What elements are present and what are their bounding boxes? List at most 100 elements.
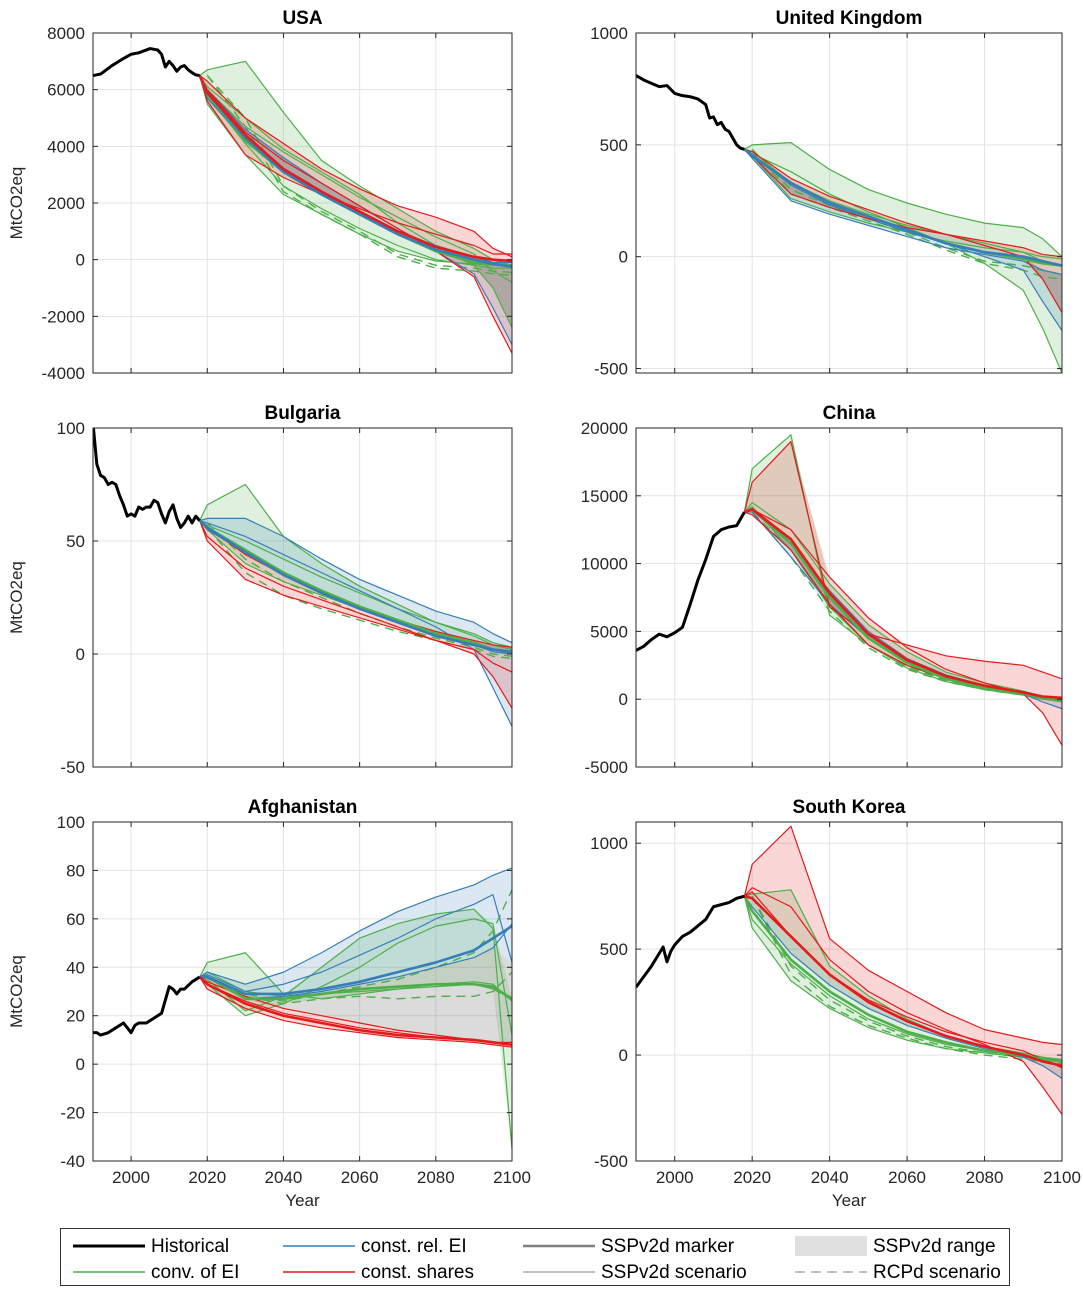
plot-area — [93, 428, 512, 767]
marker-line-const_rel_EI — [743, 148, 1062, 267]
plot-content — [636, 434, 1062, 746]
legend-label: Historical — [151, 1236, 230, 1257]
y-tick-label: 0 — [619, 1046, 628, 1065]
x-tick-label: 2100 — [493, 1168, 531, 1187]
rcp-scenario-line — [751, 895, 1062, 1065]
rcp-scenario-line — [206, 526, 512, 660]
y-tick-label: 60 — [66, 910, 85, 929]
y-tick-label: 500 — [600, 136, 628, 155]
panel-title: United Kingdom — [776, 8, 923, 29]
scenario-line-const_rel_EI — [199, 517, 512, 644]
panel-afghanistan: 100 80 60 40 20 0 -20 -40 2000 2020 2040 2060 2080 21… — [7, 797, 531, 1210]
scenario-line-const_shares — [199, 976, 512, 1048]
panel-china: 20000 15000 10000 5000 0 -5000 China — [581, 403, 1063, 777]
scenario-line-const_rel_EI — [199, 867, 512, 985]
marker-line-const_shares — [198, 976, 512, 1047]
y-tick-label: -2000 — [42, 307, 85, 326]
x-tick-label: 2080 — [417, 1168, 455, 1187]
y-tick-label: 100 — [57, 419, 85, 438]
scenario-line-const_shares — [199, 75, 512, 258]
rcp-scenario-line — [206, 75, 512, 276]
axes-box — [92, 821, 513, 1162]
panel-title: Afghanistan — [248, 797, 358, 818]
y-tick-label: 8000 — [47, 24, 85, 43]
marker-line-const_shares — [198, 74, 512, 263]
scenario-line-const_shares — [744, 891, 1062, 1069]
panel-united-kingdom: 1000 500 0 -500 United Kingdom — [590, 8, 1063, 379]
historical-line — [93, 428, 201, 529]
axes-box — [635, 427, 1063, 768]
marker-line-const_shares — [744, 508, 1062, 700]
panel-title: USA — [282, 8, 322, 29]
rcp-scenario-line — [751, 148, 1062, 276]
panel-title: South Korea — [793, 797, 906, 818]
y-tick-label: 80 — [66, 861, 85, 880]
marker-line-conv_of_EI — [744, 508, 1062, 701]
legend-label: conv. of EI — [151, 1262, 240, 1283]
y-tick-label: 50 — [66, 532, 85, 551]
plot-content — [93, 867, 512, 1149]
scenario-line-const_rel_EI — [199, 894, 512, 993]
scenario-line-const_shares — [744, 508, 1062, 746]
scenario-line-const_shares — [744, 148, 1062, 258]
y-tick-label: 15000 — [581, 487, 628, 506]
axes-box — [92, 427, 513, 768]
y-tick-label: -50 — [60, 758, 85, 777]
historical-line — [636, 74, 745, 151]
x-tick-label: 2080 — [966, 1168, 1004, 1187]
y-tick-label: -4000 — [42, 364, 85, 383]
scenario-line-conv_of_EI — [199, 75, 512, 328]
x-axis-label: Year — [285, 1191, 320, 1210]
y-tick-label: -20 — [60, 1104, 85, 1123]
legend-label: const. shares — [361, 1262, 474, 1283]
plot-content — [636, 825, 1062, 1115]
x-axis-label: Year — [832, 1191, 867, 1210]
y-tick-label: 0 — [76, 1055, 85, 1074]
marker-line-const_rel_EI — [199, 925, 512, 996]
range-band-const_shares — [199, 976, 512, 1048]
historical-line — [93, 975, 201, 1037]
y-tick-label: 20000 — [581, 419, 628, 438]
y-tick-label: 500 — [600, 940, 628, 959]
y-axis-label: MtCO2eq — [7, 955, 26, 1028]
y-tick-label: 5000 — [590, 622, 628, 641]
x-tick-label: 2060 — [888, 1168, 926, 1187]
axes-box — [635, 821, 1063, 1162]
x-tick-label: 2020 — [733, 1168, 771, 1187]
range-band-conv_of_EI — [744, 889, 1062, 1062]
y-tick-label: 10000 — [581, 555, 628, 574]
historical-line — [636, 511, 746, 652]
scenario-line-conv_of_EI — [744, 142, 1062, 258]
y-tick-label: 4000 — [47, 137, 85, 156]
y-tick-label: 0 — [619, 248, 628, 267]
plot-content — [93, 47, 512, 354]
y-tick-label: -500 — [594, 360, 628, 379]
panel-south-korea: 1000 500 0 -500 2000 2020 2040 2060 2080 2100 Sout… — [590, 797, 1081, 1210]
historical-line — [93, 47, 200, 77]
scenario-line-const_rel_EI — [743, 895, 1062, 1079]
panel-title: China — [823, 403, 876, 424]
y-tick-label: 1000 — [590, 24, 628, 43]
x-tick-label: 2040 — [265, 1168, 303, 1187]
scenario-line-const_shares — [743, 825, 1062, 1046]
y-tick-label: -500 — [594, 1152, 628, 1171]
plot-content — [93, 428, 512, 727]
marker-line-const_shares — [744, 894, 1062, 1067]
y-tick-label: 2000 — [47, 194, 85, 213]
scenario-line-const_shares — [199, 520, 512, 709]
scenario-line-conv_of_EI — [199, 75, 512, 283]
y-tick-label: -5000 — [585, 758, 628, 777]
panel-bulgaria: 100 50 0 -50 Bulgaria MtCO2eq — [7, 403, 513, 777]
axes-box — [635, 32, 1063, 374]
y-tick-label: 1000 — [590, 834, 628, 853]
x-tick-label: 2060 — [341, 1168, 379, 1187]
range-band-const_shares — [199, 520, 512, 709]
x-tick-label: 2040 — [811, 1168, 849, 1187]
legend-label: SSPv2d range — [873, 1236, 996, 1257]
scenario-line-conv_of_EI — [199, 971, 512, 1002]
legend-label: RCPd scenario — [873, 1262, 1001, 1283]
y-axis-label: MtCO2eq — [7, 167, 26, 240]
scenario-line-conv_of_EI — [199, 918, 512, 1036]
scenario-line-conv_of_EI — [199, 75, 512, 269]
scenario-line-const_shares — [199, 520, 512, 673]
